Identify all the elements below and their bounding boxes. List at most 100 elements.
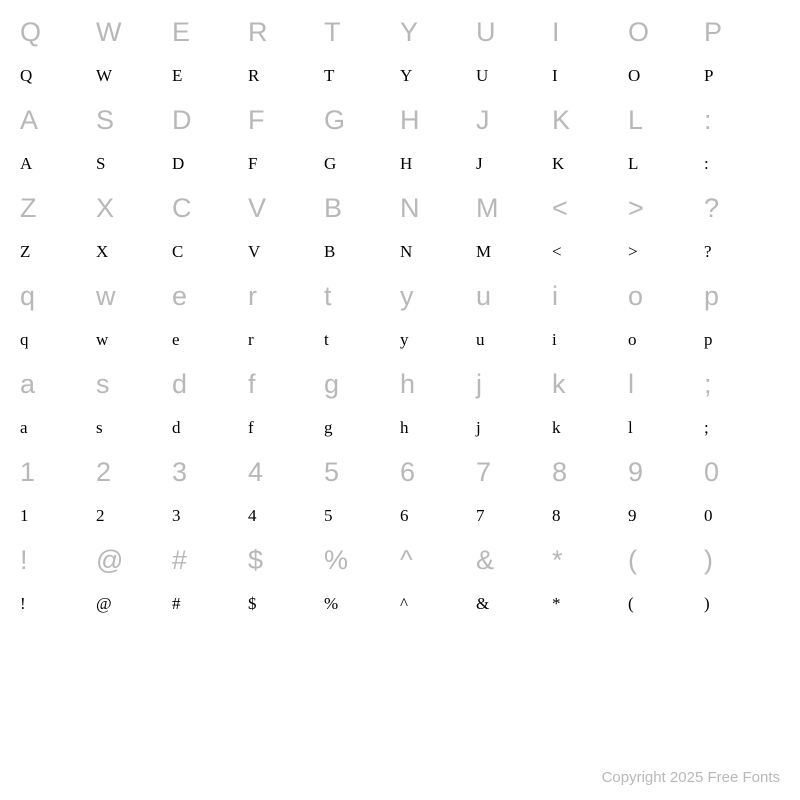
glyph-cell: : <box>704 144 780 184</box>
glyph-cell: q <box>20 272 96 320</box>
glyph-cell: @ <box>96 536 172 584</box>
glyph-cell: L <box>628 144 704 184</box>
glyph-cell: d <box>172 360 248 408</box>
font-character-chart: Q W E R T Y U I O P Q W E R T Y U I O P … <box>0 0 800 624</box>
glyph-cell: N <box>400 184 476 232</box>
reference-glyph-row: Z X C V B N M < > ? <box>12 184 788 232</box>
glyph-cell: * <box>552 536 628 584</box>
glyph-cell: t <box>324 272 400 320</box>
glyph-cell: 8 <box>552 496 628 536</box>
glyph-cell: ! <box>20 584 96 624</box>
glyph-row-pair: A S D F G H J K L : A S D F G H J K L : <box>12 96 788 184</box>
glyph-cell: ; <box>704 408 780 448</box>
glyph-cell: S <box>96 96 172 144</box>
glyph-cell: ) <box>704 536 780 584</box>
glyph-cell: 7 <box>476 448 552 496</box>
glyph-cell: C <box>172 232 248 272</box>
glyph-cell: ; <box>704 360 780 408</box>
glyph-cell: N <box>400 232 476 272</box>
glyph-cell: w <box>96 272 172 320</box>
glyph-cell: E <box>172 56 248 96</box>
glyph-cell: ( <box>628 536 704 584</box>
glyph-cell: ( <box>628 584 704 624</box>
reference-glyph-row: Q W E R T Y U I O P <box>12 8 788 56</box>
glyph-cell: d <box>172 408 248 448</box>
glyph-cell: q <box>20 320 96 360</box>
glyph-cell: 9 <box>628 496 704 536</box>
glyph-cell: R <box>248 56 324 96</box>
glyph-cell: X <box>96 184 172 232</box>
glyph-cell: W <box>96 56 172 96</box>
glyph-cell: j <box>476 408 552 448</box>
glyph-cell: X <box>96 232 172 272</box>
glyph-cell: Z <box>20 232 96 272</box>
glyph-cell: A <box>20 96 96 144</box>
glyph-cell: T <box>324 8 400 56</box>
glyph-cell: I <box>552 8 628 56</box>
glyph-cell: H <box>400 144 476 184</box>
glyph-cell: g <box>324 408 400 448</box>
reference-glyph-row: q w e r t y u i o p <box>12 272 788 320</box>
specimen-glyph-row: A S D F G H J K L : <box>12 144 788 184</box>
glyph-cell: B <box>324 184 400 232</box>
glyph-cell: # <box>172 536 248 584</box>
glyph-cell: o <box>628 272 704 320</box>
glyph-cell: u <box>476 320 552 360</box>
glyph-cell: 5 <box>324 448 400 496</box>
glyph-row-pair: a s d f g h j k l ; a s d f g h j k l ; <box>12 360 788 448</box>
glyph-cell: & <box>476 584 552 624</box>
glyph-cell: Y <box>400 56 476 96</box>
glyph-cell: U <box>476 8 552 56</box>
glyph-cell: K <box>552 144 628 184</box>
glyph-cell: k <box>552 408 628 448</box>
glyph-cell: > <box>628 184 704 232</box>
glyph-cell: ^ <box>400 584 476 624</box>
glyph-cell: 0 <box>704 448 780 496</box>
glyph-cell: ? <box>704 184 780 232</box>
glyph-cell: e <box>172 320 248 360</box>
glyph-row-pair: ! @ # $ % ^ & * ( ) ! @ # $ % ^ & * ( ) <box>12 536 788 624</box>
glyph-cell: < <box>552 184 628 232</box>
reference-glyph-row: 1 2 3 4 5 6 7 8 9 0 <box>12 448 788 496</box>
glyph-cell: 2 <box>96 448 172 496</box>
glyph-cell: f <box>248 408 324 448</box>
specimen-glyph-row: q w e r t y u i o p <box>12 320 788 360</box>
glyph-cell: ) <box>704 584 780 624</box>
glyph-cell: V <box>248 184 324 232</box>
glyph-cell: w <box>96 320 172 360</box>
glyph-cell: j <box>476 360 552 408</box>
glyph-cell: $ <box>248 584 324 624</box>
glyph-cell: k <box>552 360 628 408</box>
copyright-footer: Copyright 2025 Free Fonts <box>602 769 780 786</box>
glyph-cell: V <box>248 232 324 272</box>
glyph-row-pair: Q W E R T Y U I O P Q W E R T Y U I O P <box>12 8 788 96</box>
glyph-cell: S <box>96 144 172 184</box>
glyph-cell: D <box>172 96 248 144</box>
glyph-cell: > <box>628 232 704 272</box>
specimen-glyph-row: 1 2 3 4 5 6 7 8 9 0 <box>12 496 788 536</box>
glyph-row-pair: 1 2 3 4 5 6 7 8 9 0 1 2 3 4 5 6 7 8 9 0 <box>12 448 788 536</box>
glyph-cell: g <box>324 360 400 408</box>
glyph-cell: M <box>476 232 552 272</box>
glyph-cell: p <box>704 320 780 360</box>
specimen-glyph-row: ! @ # $ % ^ & * ( ) <box>12 584 788 624</box>
glyph-cell: F <box>248 96 324 144</box>
glyph-cell: f <box>248 360 324 408</box>
glyph-cell: Q <box>20 8 96 56</box>
glyph-cell: # <box>172 584 248 624</box>
glyph-cell: Y <box>400 8 476 56</box>
glyph-cell: : <box>704 96 780 144</box>
glyph-cell: ? <box>704 232 780 272</box>
glyph-row-pair: Z X C V B N M < > ? Z X C V B N M < > ? <box>12 184 788 272</box>
glyph-cell: J <box>476 96 552 144</box>
glyph-cell: Z <box>20 184 96 232</box>
glyph-cell: J <box>476 144 552 184</box>
glyph-cell: s <box>96 360 172 408</box>
glyph-cell: e <box>172 272 248 320</box>
glyph-cell: 2 <box>96 496 172 536</box>
glyph-cell: 7 <box>476 496 552 536</box>
glyph-cell: C <box>172 184 248 232</box>
glyph-cell: 6 <box>400 448 476 496</box>
glyph-cell: L <box>628 96 704 144</box>
glyph-cell: 3 <box>172 448 248 496</box>
